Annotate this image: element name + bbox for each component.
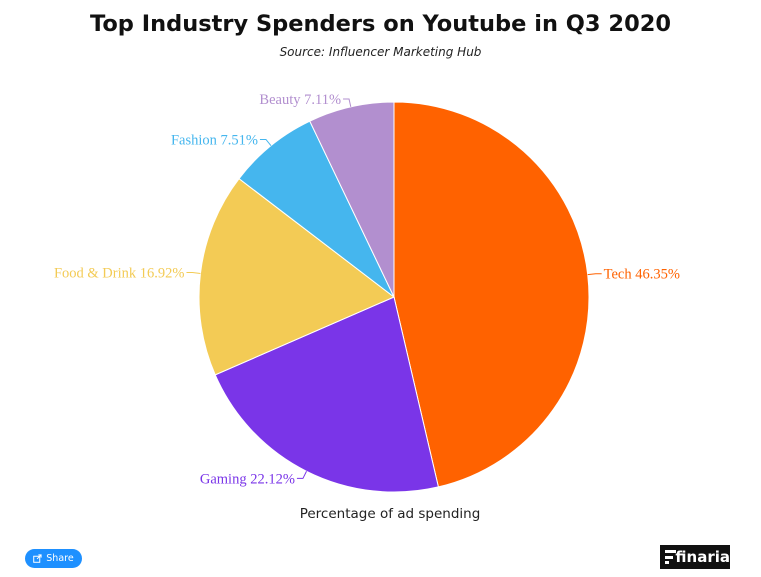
connector-food-drink (186, 272, 201, 275)
chart-subtitle: Source: Influencer Marketing Hub (279, 45, 482, 59)
connector-fashion (259, 138, 272, 147)
slice-label-tech: Tech 46.35% (604, 267, 680, 283)
finaria-logo-icon (665, 549, 676, 565)
slice-label-beauty: Beauty 7.11% (259, 92, 341, 108)
share-label: Share (46, 553, 74, 564)
share-button[interactable]: Share (25, 549, 82, 568)
slice-label-food-drink: Food & Drink 16.92% (54, 266, 185, 282)
pie-slice-food-drink[interactable] (198, 177, 395, 376)
connector-beauty (343, 98, 352, 107)
logo-text: finaria (675, 548, 730, 566)
chart-title: Top Industry Spenders on Youtube in Q3 2… (89, 11, 672, 37)
share-icon (33, 554, 42, 563)
x-axis-label: Percentage of ad spending (299, 506, 481, 522)
connector-gaming (296, 471, 307, 479)
connector-tech (587, 273, 602, 276)
slice-label-gaming: Gaming 22.12% (200, 471, 295, 487)
pie-slice-tech[interactable] (393, 101, 590, 488)
finaria-logo: finaria (660, 545, 730, 569)
slice-label-fashion: Fashion 7.51% (171, 132, 258, 148)
